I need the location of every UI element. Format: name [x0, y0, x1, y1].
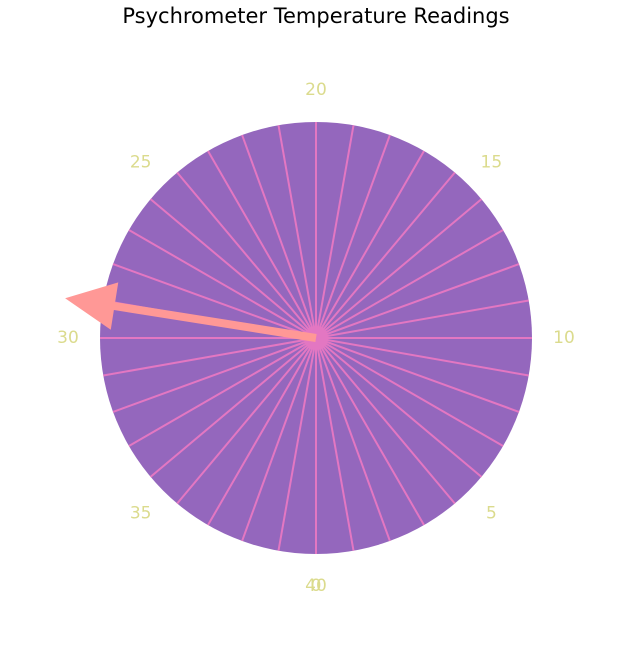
tick-label: 35	[130, 503, 152, 523]
tick-label: 15	[481, 153, 503, 173]
tick-label: 20	[305, 80, 327, 100]
tick-label: 40	[305, 576, 327, 596]
tick-label: 10	[553, 328, 575, 348]
tick-label: 25	[130, 153, 152, 173]
tick-label: 5	[486, 503, 497, 523]
tick-label: 30	[57, 328, 79, 348]
